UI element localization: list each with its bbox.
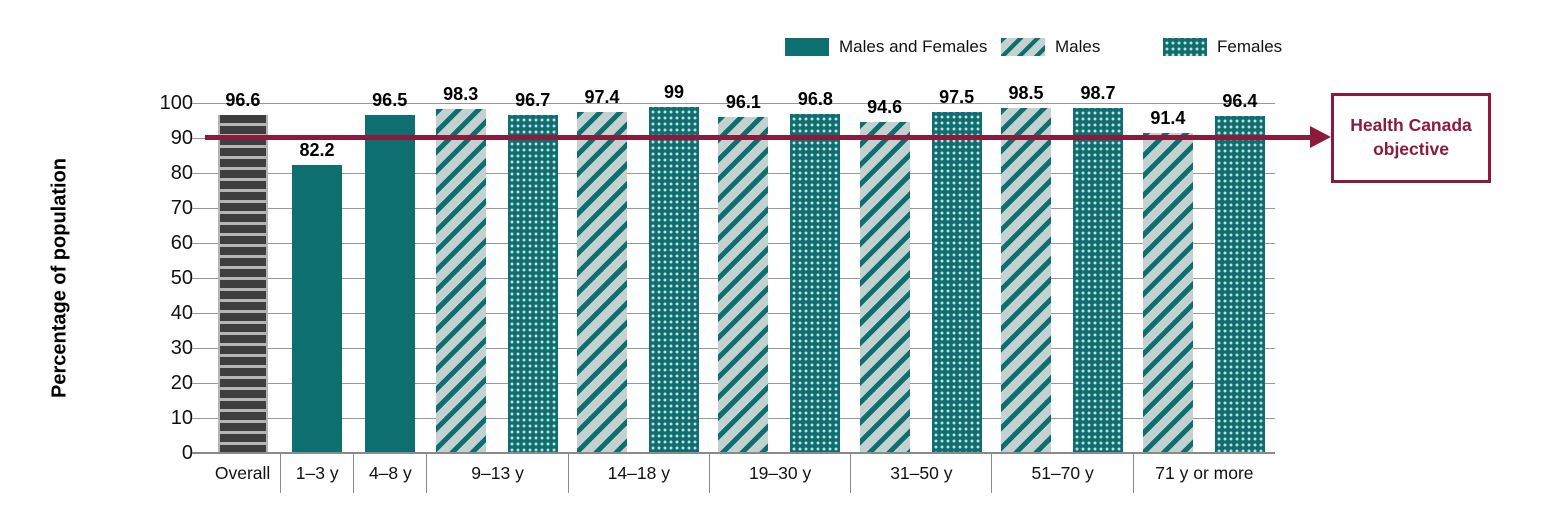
legend-label: Males: [1055, 37, 1101, 56]
bar-males: [1001, 108, 1052, 453]
bar-males: [435, 108, 486, 453]
bar-value-label: 94.6: [867, 96, 903, 117]
y-axis-title: Percentage of population: [48, 157, 71, 399]
bar-males: [859, 121, 910, 453]
objective-annotation-label: Health Canada objective: [1350, 115, 1472, 159]
bar-slot: 91.4: [1142, 103, 1193, 453]
bar-slot: 98.5: [1001, 83, 1052, 453]
x-category-label-8: 51–70 y: [992, 454, 1134, 493]
bar-females: [1214, 115, 1265, 453]
bar-groups: 96.6 82.2 96.5 98.3 96.7 97.4 99 96.1 96.8 94.6 97…: [205, 82, 1275, 453]
x-category-label-6: 19–30 y: [710, 454, 852, 493]
bar-females: [931, 111, 982, 453]
objective-arrowhead-icon: [1310, 126, 1331, 148]
x-category-label-5: 14–18 y: [569, 454, 710, 493]
x-category-label-3: 4–8 y: [354, 454, 428, 493]
bar-females: [649, 106, 700, 453]
bar-females: [790, 114, 841, 453]
y-tick-label-100: 100: [159, 92, 193, 114]
bar-males: [577, 112, 628, 453]
bar-slot: 96.4: [1214, 91, 1265, 453]
x-axis-line: [192, 452, 1275, 454]
bar-males: [718, 116, 769, 453]
bar-value-label: 96.4: [1222, 90, 1258, 111]
legend-item-males: Males: [1001, 37, 1100, 57]
bar-slot: 96.6: [217, 90, 268, 453]
legend-label: Males and Females: [839, 37, 988, 56]
bar-group-2: 82.2: [281, 103, 354, 453]
bar-males-and-females: [292, 165, 343, 453]
bar-slot: 94.6: [859, 97, 910, 453]
bar-females: [507, 114, 558, 453]
bar-group-5: 97.4 99: [567, 82, 708, 453]
bar-slot: 96.5: [364, 90, 415, 453]
bar-group-6: 96.1 96.8: [709, 89, 850, 453]
y-tick-label-0: 0: [181, 442, 193, 464]
y-tick-label-30: 30: [170, 337, 193, 359]
bar-males-and-females: [364, 115, 415, 453]
bar-value-label: 82.2: [299, 140, 335, 161]
bar-group-1: 96.6: [205, 90, 281, 453]
bar-slot: 98.7: [1073, 83, 1124, 453]
bar-slot: 97.5: [931, 87, 982, 453]
bar-slot: 98.3: [435, 84, 486, 453]
solid-swatch-icon: [785, 38, 829, 56]
bar-group-7: 94.6 97.5: [850, 87, 991, 453]
legend-item-females: Females: [1163, 37, 1282, 57]
x-category-label-7: 31–50 y: [851, 454, 993, 493]
x-category-label-4: 9–13 y: [427, 454, 569, 493]
bar-overall: [217, 114, 268, 453]
x-category-label-2: 1–3 y: [281, 454, 355, 493]
bar-value-label: 96.1: [725, 91, 761, 112]
objective-annotation-box: Health Canada objective: [1331, 93, 1491, 183]
bar-females: [1073, 107, 1124, 453]
y-tick-label-10: 10: [170, 407, 193, 429]
bar-slot: 99: [649, 82, 700, 453]
bar-value-label: 96.8: [797, 89, 833, 110]
dots-swatch-icon: [1163, 38, 1207, 56]
y-tick-label-60: 60: [170, 232, 193, 254]
x-category-label-9: 71 y or more: [1155, 463, 1254, 483]
y-tick-label-80: 80: [170, 162, 193, 184]
bar-slot: 96.1: [718, 92, 769, 453]
y-tick-label-50: 50: [170, 267, 193, 289]
bar-males: [1142, 133, 1193, 453]
y-tick-label-40: 40: [170, 302, 193, 324]
x-axis-category-labels: Overall 1–3 y 4–8 y 9–13 y 14–18 y 19–30 y 31–…: [205, 454, 1275, 493]
bar-value-label: 99: [664, 81, 685, 102]
gridline-100: [192, 103, 1275, 104]
bar-value-label: 96.5: [372, 90, 408, 111]
bar-slot: 82.2: [292, 103, 343, 453]
bar-value-label: 96.6: [225, 89, 261, 110]
bar-group-4: 98.3 96.7: [426, 84, 567, 453]
bar-slot: 96.8: [790, 89, 841, 453]
bar-group-9: 91.4 96.4: [1133, 91, 1275, 453]
bar-value-label: 98.5: [1008, 83, 1044, 104]
bar-value-label: 98.7: [1080, 82, 1116, 103]
legend-item-males-and-females: Males and Females: [785, 37, 987, 57]
bar-group-3: 96.5: [353, 90, 426, 453]
plot-area: 96.6 82.2 96.5 98.3 96.7 97.4 99 96.1 96.8 94.6 97…: [192, 82, 1275, 453]
bar-slot: 97.4: [577, 87, 628, 453]
y-tick-label-70: 70: [170, 197, 193, 219]
y-tick-label-20: 20: [170, 372, 193, 394]
objective-reference-line: [205, 135, 1312, 140]
bar-value-label: 98.3: [443, 83, 479, 104]
y-tick-label-90: 90: [170, 127, 193, 149]
x-category-label-1: Overall: [205, 454, 282, 493]
legend-label: Females: [1217, 37, 1283, 56]
bar-slot: 96.7: [507, 90, 558, 453]
bar-value-label: 97.5: [939, 86, 975, 107]
diagonal-swatch-icon: [1001, 38, 1045, 56]
bar-value-label: 96.7: [515, 89, 551, 110]
bar-value-label: 91.4: [1150, 108, 1186, 129]
bar-value-label: 97.4: [584, 87, 620, 108]
bar-group-8: 98.5 98.7: [991, 83, 1132, 453]
